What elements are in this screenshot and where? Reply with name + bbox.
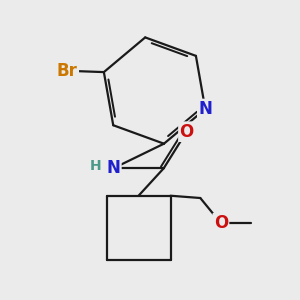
- Text: Br: Br: [57, 62, 78, 80]
- Text: N: N: [198, 100, 212, 118]
- Text: O: O: [214, 214, 228, 232]
- Text: O: O: [179, 123, 194, 141]
- Text: N: N: [106, 159, 120, 177]
- Text: H: H: [90, 159, 102, 173]
